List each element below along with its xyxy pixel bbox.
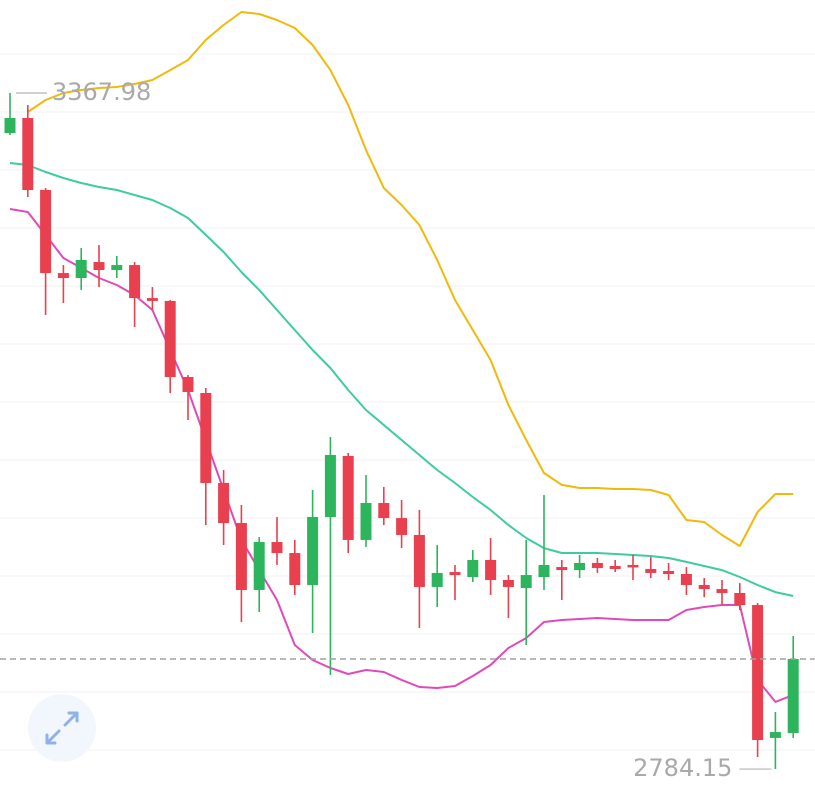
candle-body (93, 262, 105, 271)
candle-body (787, 658, 799, 733)
candle-body (502, 580, 514, 587)
candle-body (538, 564, 550, 578)
candle-body (129, 265, 141, 299)
expand-button[interactable] (28, 694, 96, 762)
min-price-label: 2784.15 (633, 754, 732, 782)
candle-body (342, 455, 354, 540)
candle-body (556, 567, 568, 571)
candles (4, 93, 799, 770)
max-price-label: 3367.98 (52, 78, 151, 106)
candle-body (146, 298, 158, 301)
candle-body (111, 265, 123, 271)
candle-body (627, 564, 639, 568)
grid (0, 53, 815, 751)
band-line (9, 208, 794, 703)
candle-body (698, 584, 710, 590)
candle-body (218, 482, 230, 524)
candle-body (22, 117, 34, 191)
candle-body (609, 566, 621, 570)
candle-body (574, 562, 586, 571)
candle-body (307, 517, 319, 585)
candle-body (769, 732, 781, 738)
annotations: 3367.98 2784.15 (0, 78, 815, 782)
band-line (9, 162, 794, 597)
candle-body (680, 573, 692, 585)
candle-body (449, 572, 461, 576)
candle-body (4, 117, 16, 134)
bands (9, 11, 794, 703)
candle-body (289, 553, 301, 585)
candle-body (485, 559, 497, 581)
candle-body (253, 542, 265, 590)
candle-body (271, 542, 283, 554)
band-line (27, 11, 794, 547)
candle-body (645, 569, 657, 573)
expand-button-bg[interactable] (28, 694, 96, 762)
candle-body (716, 589, 728, 593)
expand-icon[interactable] (45, 711, 79, 745)
candle-body (40, 190, 52, 274)
candle-body (57, 273, 69, 279)
candle-body (591, 562, 603, 568)
candle-body (182, 377, 194, 392)
candle-body (752, 605, 764, 741)
candle-body (378, 503, 390, 519)
candle-body (734, 592, 746, 606)
candle-body (324, 454, 336, 518)
candle-body (200, 393, 212, 483)
candle-body (413, 534, 425, 587)
candle-body (396, 518, 408, 535)
candle-body (431, 572, 443, 587)
candle-body (663, 570, 675, 574)
candle-body (520, 575, 532, 589)
candle-body (467, 559, 479, 578)
candle-body (164, 300, 176, 378)
candle-body (360, 503, 372, 540)
candle-body (75, 259, 87, 279)
candle-body (235, 523, 247, 590)
